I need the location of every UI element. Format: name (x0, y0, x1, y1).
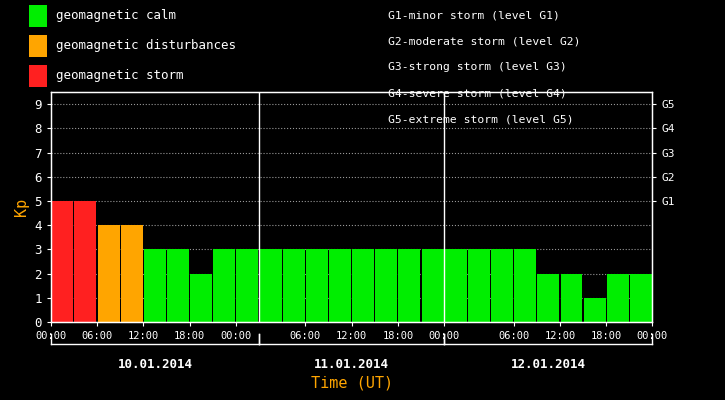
Bar (444, 249, 467, 322)
Y-axis label: Kp: Kp (14, 198, 29, 216)
Bar (607, 274, 629, 322)
Bar (584, 298, 605, 322)
Bar (144, 249, 166, 322)
Bar (98, 225, 120, 322)
Text: G1-minor storm (level G1): G1-minor storm (level G1) (388, 10, 560, 20)
Bar (306, 249, 328, 322)
Text: Time (UT): Time (UT) (310, 375, 393, 390)
Bar (630, 274, 652, 322)
Bar (51, 201, 73, 322)
Text: G2-moderate storm (level G2): G2-moderate storm (level G2) (388, 36, 581, 46)
Bar (399, 249, 420, 322)
Bar (283, 249, 304, 322)
Text: G3-strong storm (level G3): G3-strong storm (level G3) (388, 62, 567, 72)
Bar (329, 249, 351, 322)
Bar (236, 249, 259, 322)
Text: G5-extreme storm (level G5): G5-extreme storm (level G5) (388, 114, 573, 124)
Bar (422, 249, 444, 322)
Bar (213, 249, 236, 322)
Text: geomagnetic disturbances: geomagnetic disturbances (56, 40, 236, 52)
Bar (75, 201, 96, 322)
Bar (260, 249, 281, 322)
Bar (376, 249, 397, 322)
Bar (121, 225, 143, 322)
Text: geomagnetic storm: geomagnetic storm (56, 70, 183, 82)
Bar (190, 274, 212, 322)
Bar (352, 249, 374, 322)
Bar (491, 249, 513, 322)
Bar (167, 249, 189, 322)
Bar (514, 249, 536, 322)
Text: 10.01.2014: 10.01.2014 (117, 358, 192, 371)
Text: 12.01.2014: 12.01.2014 (511, 358, 586, 371)
Bar (560, 274, 582, 322)
Bar (537, 274, 560, 322)
Text: geomagnetic calm: geomagnetic calm (56, 10, 176, 22)
Bar (468, 249, 490, 322)
Text: G4-severe storm (level G4): G4-severe storm (level G4) (388, 88, 567, 98)
Text: 11.01.2014: 11.01.2014 (314, 358, 389, 371)
